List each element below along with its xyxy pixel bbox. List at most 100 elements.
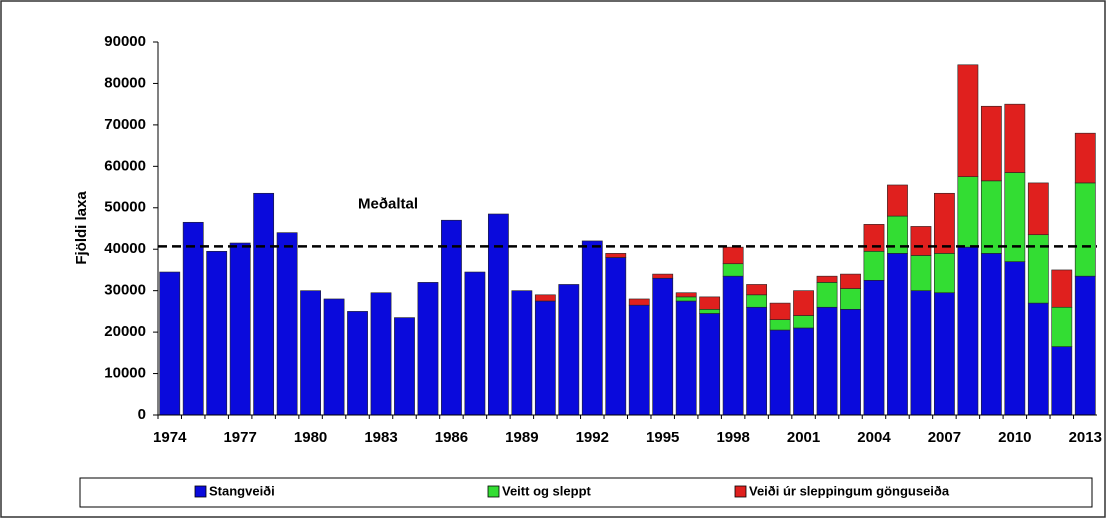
bar-segment: [206, 250, 228, 416]
bar-segment: [910, 290, 932, 416]
bar-segment: [229, 242, 251, 416]
bar-segment: [699, 296, 721, 310]
y-tick-label: 70000: [104, 116, 146, 133]
bar-segment: [182, 221, 204, 416]
legend-label: Veitt og sleppt: [502, 483, 592, 498]
bar-segment: [816, 275, 838, 283]
bar-segment: [887, 253, 908, 416]
y-tick-label: 10000: [104, 365, 146, 382]
bar-segment: [581, 240, 603, 416]
x-tick-label: 2013: [1069, 429, 1102, 446]
bar-segment: [840, 273, 861, 289]
bar-segment: [840, 309, 861, 416]
bar-segment: [793, 290, 814, 316]
bar-segment: [746, 306, 768, 416]
bar-segment: [511, 290, 533, 416]
bar-segment: [1027, 182, 1049, 236]
bar-segment: [957, 176, 979, 248]
bar-segment: [699, 309, 721, 314]
x-tick-label: 1980: [294, 429, 327, 446]
y-axis-label: Fjöldi laxa: [73, 191, 90, 265]
legend-swatch: [734, 485, 747, 498]
x-tick-label: 2004: [857, 429, 891, 446]
bar-segment: [394, 317, 415, 416]
bar-segment: [605, 257, 627, 416]
bar-segment: [605, 253, 627, 258]
bar-segment: [769, 319, 791, 331]
bar-segment: [934, 253, 955, 294]
bar-segment: [1004, 172, 1026, 262]
y-tick-label: 50000: [104, 199, 146, 216]
legend-box: [79, 477, 1093, 508]
legend-label: Veiði úr sleppingum gönguseiða: [749, 483, 950, 498]
bar-segment: [769, 302, 791, 320]
bar-segment: [675, 296, 697, 302]
bar-segment: [1027, 234, 1049, 304]
x-tick-label: 1998: [716, 429, 749, 446]
bar-segment: [1074, 182, 1096, 277]
bar-segment: [253, 192, 275, 416]
bar-segment: [722, 246, 744, 265]
bar-segment: [464, 271, 486, 416]
y-tick-label: 90000: [104, 33, 146, 50]
bar-segment: [980, 253, 1002, 416]
bar-segment: [816, 306, 838, 416]
bar-segment: [487, 213, 509, 416]
bar-segment: [722, 275, 744, 416]
bar-segment: [628, 304, 650, 416]
y-tick-label: 40000: [104, 240, 146, 257]
bar-segment: [769, 329, 791, 416]
bar-segment: [910, 255, 932, 291]
bar-segment: [1027, 302, 1049, 416]
bar-segment: [699, 313, 721, 416]
bar-segment: [347, 311, 368, 416]
legend-swatch: [194, 485, 207, 498]
bar-segment: [980, 180, 1002, 254]
bar-segment: [300, 290, 321, 416]
bar-segment: [534, 294, 556, 302]
bar-segment: [722, 263, 744, 277]
bar-segment: [816, 282, 838, 308]
bar-segment: [1051, 306, 1073, 347]
bar-segment: [980, 105, 1002, 182]
bar-segment: [887, 184, 908, 217]
bar-segment: [276, 232, 298, 416]
bar-segment: [887, 215, 908, 254]
bar-segment: [746, 284, 768, 296]
x-tick-label: 1989: [505, 429, 538, 446]
bar-segment: [652, 273, 674, 279]
bar-segment: [863, 250, 885, 281]
bar-segment: [534, 300, 556, 416]
bar-segment: [910, 226, 932, 256]
x-tick-label: 1995: [646, 429, 679, 446]
bar-segment: [840, 288, 861, 310]
y-tick-label: 30000: [104, 282, 146, 299]
x-tick-label: 1977: [223, 429, 256, 446]
bar-segment: [863, 224, 885, 252]
bar-segment: [652, 277, 674, 416]
bar-segment: [1074, 275, 1096, 416]
bar-segment: [417, 282, 439, 416]
x-tick-label: 1983: [364, 429, 397, 446]
bar-segment: [441, 219, 462, 416]
bar-segment: [1074, 132, 1096, 184]
x-tick-label: 2001: [787, 429, 820, 446]
reference-label: Meðaltal: [358, 195, 418, 212]
bar-segment: [863, 280, 885, 416]
x-tick-label: 2010: [998, 429, 1031, 446]
bar-segment: [1004, 103, 1026, 173]
bar-segment: [1051, 269, 1073, 308]
bar-segment: [628, 298, 650, 306]
y-tick-label: 20000: [104, 323, 146, 340]
x-tick-label: 1992: [576, 429, 609, 446]
bar-segment: [793, 315, 814, 329]
bar-segment: [957, 64, 979, 177]
bar-segment: [793, 327, 814, 416]
x-tick-label: 2007: [928, 429, 961, 446]
bar-segment: [957, 246, 979, 416]
bar-segment: [323, 298, 345, 416]
bar-segment: [159, 271, 181, 416]
legend-label: Stangveiði: [209, 483, 275, 498]
bar-segment: [1051, 346, 1073, 416]
bar-segment: [675, 300, 697, 416]
